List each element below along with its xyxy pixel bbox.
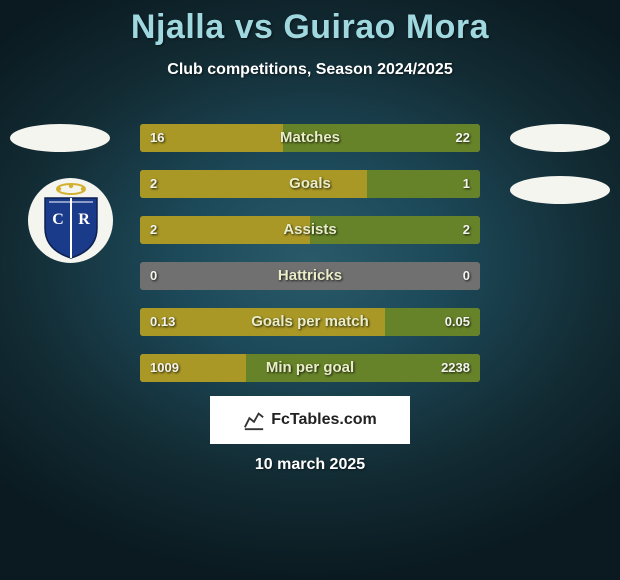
- stat-label: Hattricks: [140, 262, 480, 290]
- stat-row: 0.130.05Goals per match: [140, 308, 480, 336]
- stat-row: 21Goals: [140, 170, 480, 198]
- player-right-avatar-placeholder: [510, 124, 610, 152]
- subtitle: Club competitions, Season 2024/2025: [0, 61, 620, 79]
- svg-text:C: C: [52, 211, 64, 228]
- date-label: 10 march 2025: [0, 456, 620, 474]
- chart-icon: [243, 409, 265, 431]
- stat-row: 1622Matches: [140, 124, 480, 152]
- stat-label: Goals per match: [140, 308, 480, 336]
- stat-label: Goals: [140, 170, 480, 198]
- stat-bars: 1622Matches 21Goals 22Assists 00Hattricks 0.…: [140, 124, 480, 400]
- club-left-crest: C R: [28, 178, 113, 263]
- brand-badge[interactable]: FcTables.com: [210, 396, 410, 444]
- comparison-card: Njalla vs Guirao Mora Club competitions,…: [0, 0, 620, 580]
- stat-label: Assists: [140, 216, 480, 244]
- page-title: Njalla vs Guirao Mora: [0, 0, 620, 47]
- club-right-crest-placeholder: [510, 176, 610, 204]
- stat-row: 00Hattricks: [140, 262, 480, 290]
- svg-text:R: R: [78, 211, 90, 228]
- player-left-avatar-placeholder: [10, 124, 110, 152]
- stat-row: 22Assists: [140, 216, 480, 244]
- brand-text: FcTables.com: [271, 411, 377, 429]
- stat-label: Min per goal: [140, 354, 480, 382]
- shield-icon: C R: [37, 182, 105, 260]
- stat-row: 10092238Min per goal: [140, 354, 480, 382]
- stat-label: Matches: [140, 124, 480, 152]
